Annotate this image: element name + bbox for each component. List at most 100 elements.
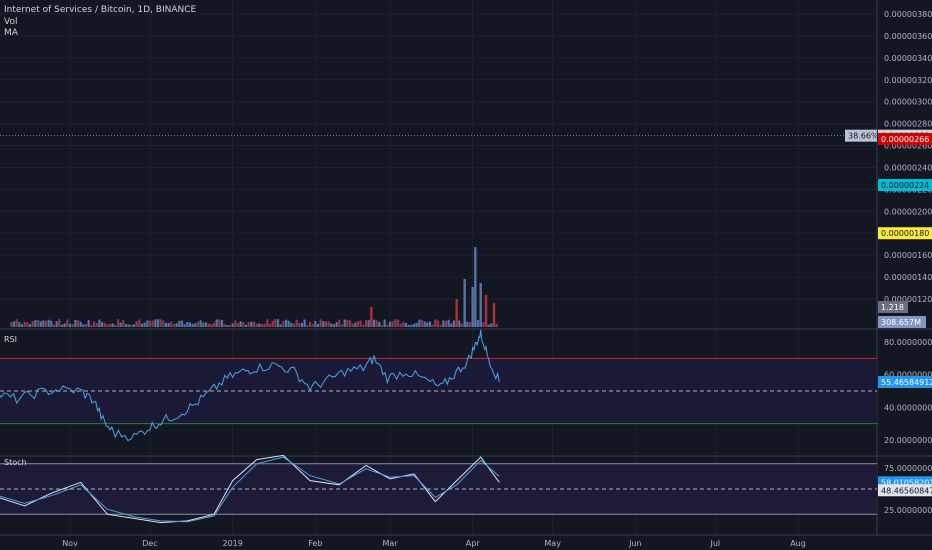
volume-bar (154, 319, 157, 327)
volume-bar (284, 319, 288, 327)
volume-bar (34, 320, 37, 327)
volume-bar (114, 324, 117, 327)
volume-bar (199, 320, 202, 327)
volume-bar (207, 323, 210, 327)
volume-bar (74, 319, 77, 327)
volume-bar (351, 323, 354, 327)
volume-bar (183, 324, 186, 327)
volume-bar (258, 323, 261, 327)
volume-bar (274, 319, 277, 327)
stoch-tick-label: 75.00000000 (884, 464, 932, 473)
volume-bar (367, 320, 370, 327)
volume-bar (386, 324, 389, 327)
volume-bar (418, 319, 421, 327)
volume-bar (250, 321, 253, 327)
volume-bar (52, 324, 56, 327)
ma-mid-price-label: 0.00000224 (881, 181, 929, 190)
price-tick-label: 0.00000280 (884, 120, 932, 129)
volume-bar (476, 320, 480, 327)
volume-bar (455, 299, 458, 327)
volume-bar (348, 320, 352, 327)
volume-bar (100, 321, 104, 327)
rsi-title: RSI (4, 335, 17, 344)
volume-bar (55, 321, 58, 327)
volume-bar (220, 320, 224, 327)
volume-bar (252, 321, 256, 327)
volume-bar (372, 319, 376, 327)
ma-indicator-label: MA (4, 28, 18, 38)
volume-bar (39, 321, 42, 327)
price-tick-label: 0.00000380 (884, 10, 932, 19)
volume-bar (26, 322, 29, 327)
volume-bar (108, 323, 112, 327)
volume-bar (167, 322, 170, 327)
volume-bar (132, 324, 136, 327)
stoch-d-label-bg (878, 484, 932, 497)
volume-bar (247, 322, 250, 327)
volume-bar (226, 324, 229, 327)
volume-bar (428, 321, 432, 327)
volume-bar (223, 323, 226, 327)
volume-bar (210, 323, 213, 327)
volume-bar (370, 307, 373, 327)
volume-bar (426, 322, 429, 327)
volume-bar (447, 319, 450, 327)
volume-bar (92, 321, 96, 327)
volume-bar (47, 319, 50, 327)
volume-ma-label: 308.657M (881, 318, 921, 327)
volume-bar (276, 319, 280, 327)
date-tick-label: Nov (62, 539, 78, 548)
volume-bar (460, 323, 464, 327)
volume-bar (308, 321, 312, 327)
volume-bar (98, 319, 101, 327)
price-tick-label: 0.00000340 (884, 54, 932, 63)
volume-bar (335, 322, 338, 327)
volume-bar (383, 319, 386, 327)
volume-bar (340, 324, 344, 327)
rsi-tick-label: 20.00000000 (884, 436, 932, 445)
volume-bar (484, 295, 488, 327)
volume-bar (479, 283, 482, 327)
volume-bar (12, 321, 16, 327)
volume-bar (58, 319, 61, 327)
volume-bar (42, 320, 45, 327)
volume-bar (268, 323, 272, 327)
volume-bar (143, 322, 146, 327)
percent-label-bg (845, 129, 877, 142)
price-tick-label: 0.00000200 (884, 207, 932, 216)
volume-bar (319, 319, 322, 327)
volume-bar (356, 321, 360, 327)
volume-bar (303, 319, 306, 327)
volume-bar (116, 319, 120, 327)
volume-bar (18, 321, 21, 327)
volume-bar (31, 321, 34, 327)
volume-bar (122, 319, 125, 327)
price-tick-label: 0.00000300 (884, 98, 932, 107)
volume-bar (394, 319, 397, 327)
volume-bar (260, 324, 264, 327)
volume-bar (431, 324, 434, 327)
volume-bar (156, 319, 160, 327)
volume-bar (263, 323, 266, 327)
volume-bar (103, 322, 106, 327)
volume-bar (236, 323, 240, 327)
volume-bar (244, 324, 248, 327)
volume-bar (292, 323, 296, 327)
volume-bar (306, 324, 309, 327)
rsi-line (0, 329, 500, 442)
volume-bar (423, 321, 426, 327)
volume-bar (20, 324, 24, 327)
volume-bar (170, 321, 173, 327)
volume-bar (492, 303, 496, 327)
volume-bar (212, 322, 216, 327)
price-tick-label: 0.00000360 (884, 32, 932, 41)
volume-bar (287, 320, 290, 327)
volume-bar (346, 320, 349, 327)
volume-bar (458, 320, 461, 327)
date-tick-label: Jun (628, 539, 642, 548)
price-tick-label: 0.00000320 (884, 76, 932, 85)
volume-bar (204, 322, 208, 327)
volume-bar (327, 321, 330, 327)
last-price-label: 0.00000266 (881, 135, 929, 144)
